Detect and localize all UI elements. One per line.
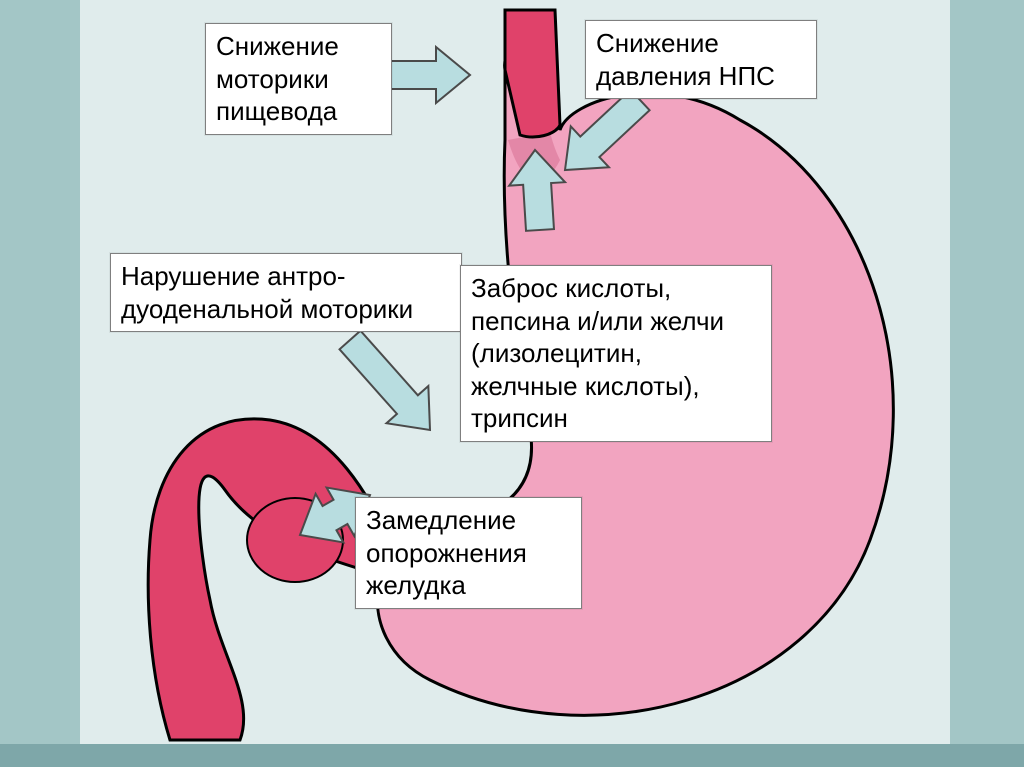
label-reflux: Заброс кислоты,пепсина и/или желчи(лизол… [460, 265, 772, 442]
label-text: Снижениемоторикипищевода [216, 31, 339, 126]
label-text: Нарушение антро-дуоденальной моторики [121, 261, 413, 324]
label-text: Снижениедавления НПС [596, 28, 775, 91]
arrow-motility-to-esophagus [385, 47, 470, 103]
label-text: Заброс кислоты,пепсина и/или желчи(лизол… [471, 273, 724, 433]
label-les: Снижениедавления НПС [585, 20, 817, 99]
label-motility: Снижениемоторикипищевода [205, 23, 392, 135]
arrow-reflux-up [507, 148, 568, 231]
label-text: Замедлениеопорожненияжелудка [366, 505, 527, 600]
label-emptying: Замедлениеопорожненияжелудка [355, 497, 582, 609]
arrow-antro-to-pylorus [329, 321, 451, 448]
label-antro: Нарушение антро-дуоденальной моторики [110, 253, 462, 332]
